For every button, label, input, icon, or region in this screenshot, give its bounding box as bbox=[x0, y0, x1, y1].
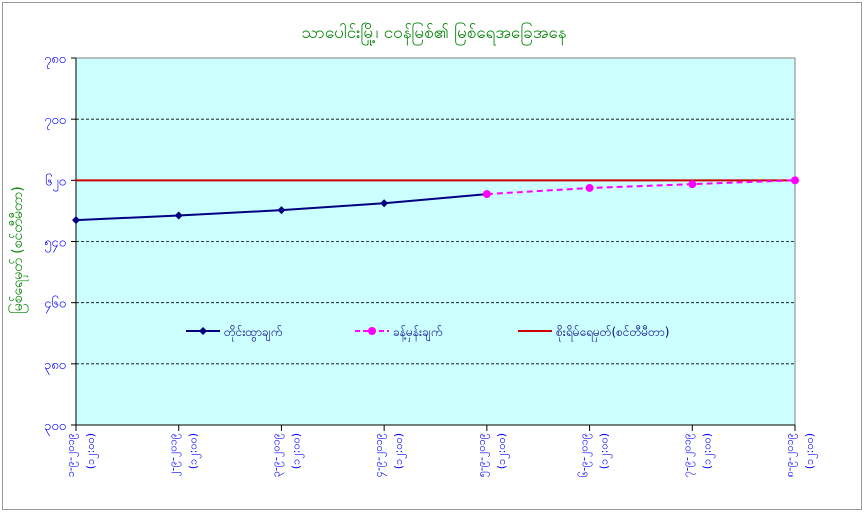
x-tick-label-time: (၁၂:၀၀) bbox=[495, 433, 510, 469]
plot-area bbox=[75, 57, 796, 426]
x-tick-label-time: (၁၂:၀၀) bbox=[700, 433, 715, 469]
y-tick-label: ၅၄၀ bbox=[44, 236, 66, 253]
legend-marker bbox=[199, 327, 207, 335]
x-tick-label-time: (၁၂:၀၀) bbox=[392, 433, 407, 469]
series-line-1 bbox=[486, 179, 796, 196]
x-tick-label-time: (၁၂:၀၀) bbox=[598, 433, 613, 469]
y-axis-label: မြစ်ရေမှတ် (စင်တီမီတာ) bbox=[9, 186, 28, 314]
data-point bbox=[791, 176, 799, 185]
data-point bbox=[174, 211, 183, 220]
x-tick-label: ၁-၉-၂၀၁၉ bbox=[64, 433, 79, 477]
x-tick-label: ၅-၉-၂၀၁၉ bbox=[475, 433, 490, 477]
chart-title: သာပေါင်းမြို့၊ ငဝန်မြစ်၏ မြစ်ရေအခြေအနေ bbox=[301, 21, 566, 46]
x-tick-label: ၈-၉-၂၀၁၉ bbox=[783, 433, 798, 477]
x-tick-label: ၇-၉-၂၀၁၉ bbox=[680, 433, 695, 477]
legend-label: စိုးရိမ်ရေမှတ်(စင်တီမီတာ) bbox=[556, 324, 669, 342]
legend-label: တိုင်းထွာချက် bbox=[224, 324, 282, 342]
y-tick-label: ၇၈၀ bbox=[44, 52, 66, 69]
x-tick-label: ၃-၉-၂၀၁၉ bbox=[269, 433, 284, 477]
x-tick-label: ၂-၉-၂၀၁၉ bbox=[167, 433, 182, 477]
x-tick-label-time: (၁၂:၀၀) bbox=[187, 433, 202, 469]
x-tick-label-time: (၁၂:၀၀) bbox=[84, 433, 99, 469]
data-point bbox=[688, 180, 697, 189]
data-point bbox=[585, 183, 594, 192]
data-point bbox=[380, 199, 389, 208]
x-tick-label: ၆-၉-၂၀၁၉ bbox=[578, 433, 593, 477]
y-tick-label: ၄၆၀ bbox=[44, 296, 66, 314]
y-tick-label: ၃၈၀ bbox=[44, 358, 66, 375]
y-tick-label: ၃၀၀ bbox=[44, 419, 66, 436]
data-point bbox=[277, 206, 286, 215]
x-tick-label-time: (၁၂:၀၀) bbox=[289, 433, 304, 469]
x-tick-label: ၄-၉-၂၀၁၉ bbox=[372, 433, 387, 477]
y-tick-label: ၇၀၀ bbox=[44, 113, 66, 130]
x-tick-label-time: (၁၂:၀၀) bbox=[803, 433, 818, 469]
data-point bbox=[72, 216, 80, 225]
data-point bbox=[482, 190, 491, 199]
legend-label: ခန့်မှန်းချက် bbox=[393, 324, 442, 342]
legend-marker bbox=[368, 327, 376, 335]
y-tick-label: ၆၂၀ bbox=[45, 173, 66, 191]
